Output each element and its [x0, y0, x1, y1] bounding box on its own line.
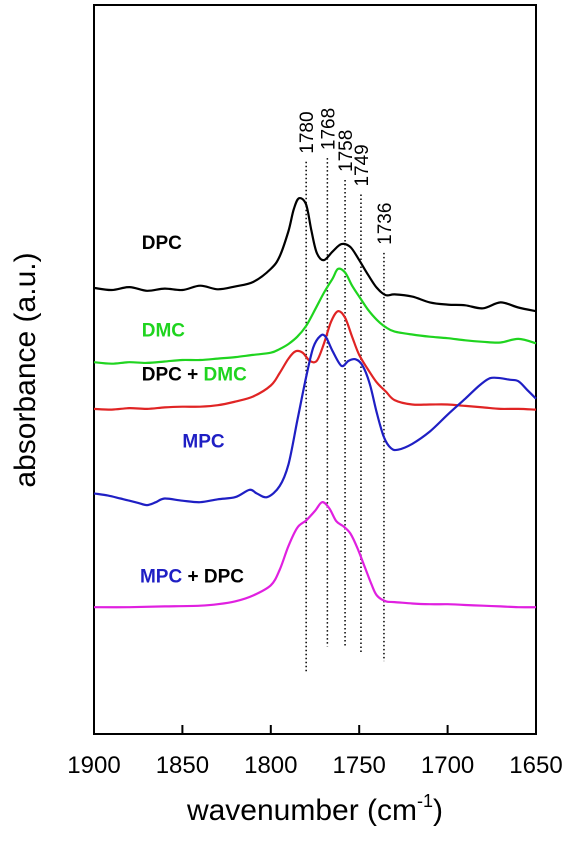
reference-line-label: 1758: [336, 130, 357, 172]
series-label-part: DPC: [204, 566, 244, 587]
x-axis-ticks: 1900 1850 1800 1750 1700 1650: [67, 725, 563, 779]
series-label: DMC: [142, 321, 186, 342]
series-label-part: +: [182, 364, 204, 385]
series-label-part: DPC: [142, 364, 182, 385]
spectra-series: [93, 196, 537, 609]
reference-line-label: 1749: [352, 144, 373, 186]
series-line: [93, 196, 537, 313]
series-label: MPC: [182, 432, 225, 453]
y-axis-label: absorbance (a.u.): [9, 252, 42, 487]
x-tick-label: 1850: [156, 752, 209, 779]
x-tick-label: 1900: [67, 752, 120, 779]
series-line: [93, 333, 537, 507]
reference-line-label: 1768: [318, 108, 339, 150]
series-line: [93, 310, 537, 411]
series-label-part: MPC: [182, 432, 225, 453]
series-label: DPC: [142, 233, 182, 254]
plot-frame: [93, 4, 537, 735]
x-tick-label: 1800: [244, 752, 297, 779]
x-tick-label: 1700: [421, 752, 474, 779]
reference-line-label: 1736: [375, 203, 396, 245]
x-axis-label-superscript: -1: [417, 791, 433, 811]
series-label-part: MPC: [140, 566, 183, 587]
series-label: MPC + DPC: [140, 566, 244, 587]
x-axis-label-main: wavenumber (cm: [186, 794, 417, 827]
x-axis-label-close: ): [433, 794, 443, 827]
series-label-part: DPC: [142, 233, 182, 254]
reference-line-label: 1780: [297, 111, 318, 153]
series-label-part: +: [182, 566, 204, 587]
series-line: [93, 501, 537, 609]
series-label: DPC + DMC: [142, 364, 247, 385]
series-label-part: DMC: [142, 321, 186, 342]
series-line: [93, 267, 537, 365]
x-tick-label: 1650: [509, 752, 562, 779]
series-label-part: DMC: [204, 364, 248, 385]
x-axis-label: wavenumber (cm-1): [186, 791, 443, 827]
x-tick-label: 1750: [333, 752, 386, 779]
